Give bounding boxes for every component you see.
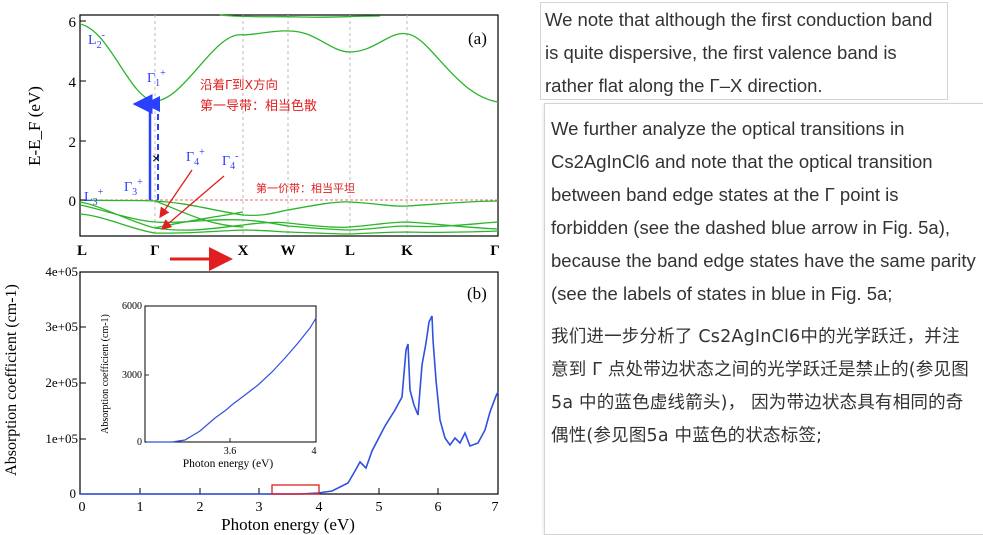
valence-band-2 xyxy=(79,201,499,231)
state-label-l2: L2- xyxy=(88,30,105,51)
k-label-l1: L xyxy=(77,243,87,259)
valence-band-4 xyxy=(79,213,499,235)
panel-b-xlabel: Photon energy (eV) xyxy=(221,515,355,534)
panel-b-ytick-3: 3e+05 xyxy=(45,319,78,334)
k-label-gamma2: Γ xyxy=(490,243,500,259)
state-label-gamma4-minus: Γ4- xyxy=(222,151,238,172)
note-text-chinese: 我们进一步分析了 Cs2AgInCl6中的光学跃迁，并注意到 Γ 点处带边状态之… xyxy=(551,327,969,446)
annotation-along-gamma-x: 沿着Γ到X方向 xyxy=(200,77,278,92)
forbidden-mark: × xyxy=(152,150,160,166)
red-pointer-1 xyxy=(159,169,193,219)
inset-xtick-4: 4 xyxy=(312,446,317,457)
inset-ytick-3000: 3000 xyxy=(122,370,142,381)
inset-xtick-3-6: 3.6 xyxy=(224,446,237,457)
panel-b-xtick-3: 3 xyxy=(256,500,263,515)
k-label-gamma1: Γ xyxy=(150,243,160,259)
inset-absorption-curve xyxy=(147,317,317,443)
note-box-english: We note that although the first conducti… xyxy=(540,2,948,100)
figure-5: 6 4 2 0 E-E_F (eV) (a) L Γ X W L K Γ L2-… xyxy=(3,14,500,534)
k-label-k: K xyxy=(401,243,413,259)
inset-frame xyxy=(144,305,317,443)
panel-a-label: (a) xyxy=(468,29,487,48)
note-box-bilingual: We further analyze the optical transitio… xyxy=(544,103,983,535)
figure-svg: 6 4 2 0 E-E_F (eV) (a) L Γ X W L K Γ L2-… xyxy=(3,14,500,534)
panel-b-xtick-2: 2 xyxy=(197,500,204,515)
inset-ytick-6000: 6000 xyxy=(122,301,142,312)
k-label-w: W xyxy=(281,243,296,259)
panel-b: 0 1 2 3 4 5 6 7 0 1e+05 2e+05 3e+05 4e+0… xyxy=(3,264,499,534)
panel-b-xtick-7: 7 xyxy=(492,500,499,515)
panel-b-ytick-1: 1e+05 xyxy=(45,431,78,446)
panel-b-ytick-2: 2e+05 xyxy=(45,375,78,390)
panel-a: 6 4 2 0 E-E_F (eV) (a) L Γ X W L K Γ L2-… xyxy=(25,14,500,271)
zoom-region-marker xyxy=(271,484,320,495)
panel-b-ytick-4: 4e+05 xyxy=(45,264,78,279)
inset-plot: 0 3000 6000 3.6 4 Photon energy (eV) Abs… xyxy=(100,301,317,470)
panel-a-ytick-0: 0 xyxy=(69,194,77,210)
panel-a-ytick-4: 4 xyxy=(69,75,77,91)
panel-a-ylabel: E-E_F (eV) xyxy=(25,86,44,166)
panel-b-xtick-5: 5 xyxy=(376,500,383,515)
red-pointer-2 xyxy=(161,175,225,230)
panel-b-xtick-4: 4 xyxy=(316,500,323,515)
panel-a-frame xyxy=(79,14,499,237)
panel-a-ytick-6: 6 xyxy=(69,15,77,31)
inset-ytick-0: 0 xyxy=(137,437,142,448)
note-text-english: We further analyze the optical transitio… xyxy=(551,118,976,304)
panel-b-ylabel: Absorption coefficient (cm-1) xyxy=(3,284,20,476)
k-label-l2: L xyxy=(345,243,355,259)
panel-a-ytick-2: 2 xyxy=(69,135,77,151)
panel-b-xtick-6: 6 xyxy=(435,500,442,515)
valence-band-1 xyxy=(79,199,499,217)
k-label-x: X xyxy=(238,243,249,259)
annotation-valence-flat: 第一价带：相当平坦 xyxy=(256,181,355,195)
absorption-curve xyxy=(80,315,499,495)
inset-ylabel: Absorption coefficient (cm-1) xyxy=(100,314,111,434)
panel-b-ytick-0: 0 xyxy=(70,486,77,501)
panel-b-xtick-0: 0 xyxy=(79,500,86,515)
annotation-conduction-dispersive: 第一导带：相当色散 xyxy=(200,98,317,114)
conduction-band-2 xyxy=(219,14,381,18)
panel-b-label: (b) xyxy=(467,284,487,303)
panel-b-xtick-1: 1 xyxy=(137,500,144,515)
note-text-dispersive: We note that although the first conducti… xyxy=(545,9,933,96)
inset-xlabel: Photon energy (eV) xyxy=(183,458,274,470)
valence-band-3 xyxy=(79,204,499,231)
